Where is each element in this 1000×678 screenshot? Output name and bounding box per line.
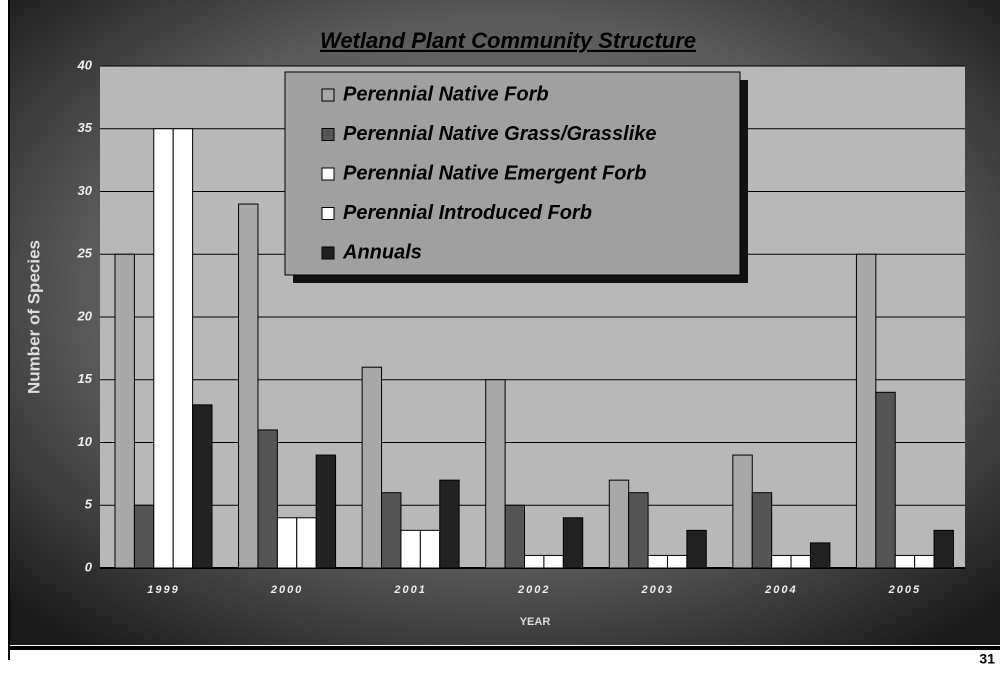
bar — [419, 529, 441, 569]
y-tick-label: 5 — [85, 497, 93, 512]
bar — [914, 554, 935, 569]
bar — [809, 542, 831, 569]
bar — [296, 517, 317, 569]
bar — [381, 492, 402, 569]
bar — [192, 404, 213, 569]
bar — [153, 128, 174, 569]
x-axis-label: YEAR — [520, 616, 551, 628]
legend-swatch — [321, 88, 335, 102]
y-tick-label: 25 — [77, 246, 93, 261]
x-tick-label: 2005 — [888, 584, 921, 596]
bar — [608, 479, 630, 569]
x-tick-label: 2004 — [764, 584, 797, 596]
legend-label: Perennial Introduced Forb — [343, 202, 592, 224]
y-tick-label: 15 — [78, 371, 93, 386]
legend-swatch — [321, 128, 335, 141]
legend-label: Perennial Native Forb — [343, 83, 549, 105]
bar — [875, 391, 896, 569]
bar — [771, 554, 792, 569]
bar — [628, 492, 649, 569]
y-tick-label: 40 — [77, 57, 93, 72]
legend-box — [284, 71, 741, 276]
bar — [276, 517, 298, 569]
y-tick-label: 0 — [85, 559, 93, 574]
legend-label: Perennial Native Emergent Forb — [343, 162, 646, 184]
y-tick-label: 10 — [78, 434, 93, 449]
bar — [666, 554, 688, 569]
x-tick-label: 1999 — [147, 584, 179, 596]
bar — [543, 554, 564, 569]
legend: Perennial Native Forb Perennial Native Gr… — [284, 71, 748, 283]
bar — [439, 479, 460, 569]
bar — [647, 554, 668, 569]
y-tick-label: 30 — [78, 183, 93, 198]
page-number: 31 — [979, 651, 995, 667]
bar — [751, 492, 773, 569]
x-tick-label: 2000 — [270, 584, 303, 596]
bar — [315, 454, 337, 569]
bar — [894, 554, 916, 569]
bar — [524, 554, 545, 569]
bar — [504, 504, 526, 569]
legend-swatch — [321, 207, 335, 220]
plot: 0 5 10 15 20 25 30 35 40 1999 2000 2001 2002 2003 2004… — [77, 57, 965, 596]
bar — [257, 429, 278, 569]
chart-title: Wetland Plant Community Structure — [320, 28, 696, 53]
bar — [562, 517, 584, 569]
x-tick-label: 2002 — [517, 584, 550, 596]
x-tick-label: 2003 — [641, 584, 674, 596]
bar — [790, 554, 811, 569]
legend-label: Perennial Native Grass/Grasslike — [343, 123, 657, 145]
y-tick-label: 20 — [77, 308, 93, 323]
bar — [933, 529, 954, 569]
bar — [133, 504, 155, 569]
y-axis-label: Number of Species — [24, 240, 43, 394]
bar — [361, 366, 383, 569]
x-tick-label: 2001 — [393, 584, 426, 596]
legend-label: Annuals — [342, 241, 422, 263]
bar — [855, 253, 877, 569]
legend-swatch — [321, 246, 335, 260]
bar — [732, 454, 753, 569]
legend-swatch — [321, 167, 335, 181]
bar — [686, 529, 707, 569]
bar — [400, 529, 421, 569]
bar — [114, 253, 135, 569]
bar — [485, 379, 506, 569]
bar — [172, 128, 194, 569]
y-tick-label: 35 — [78, 120, 93, 135]
bar — [238, 203, 259, 569]
